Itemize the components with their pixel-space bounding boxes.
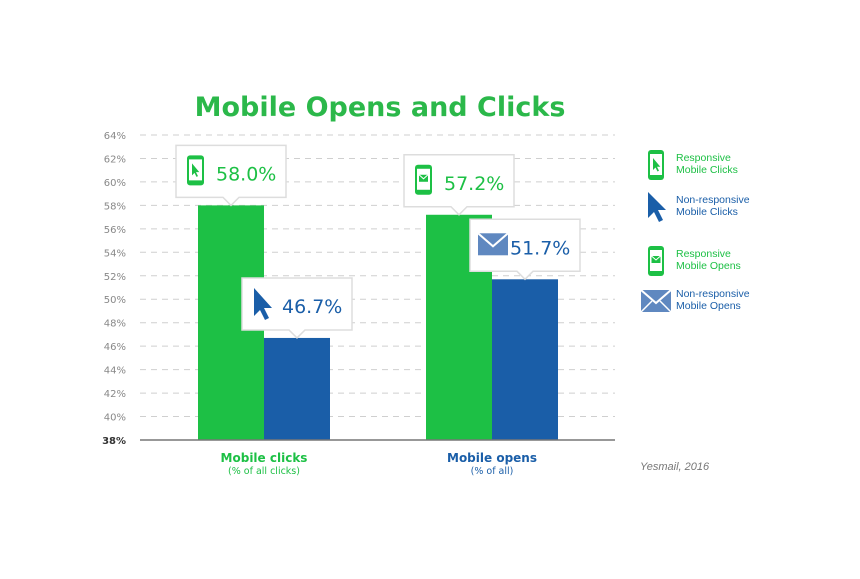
legend-label: Non-responsive Mobile Opens xyxy=(676,288,750,312)
legend-item-responsive-clicks: Responsive Mobile Clicks xyxy=(640,148,790,188)
y-tick-label: 54% xyxy=(104,248,126,259)
y-tick-label: 44% xyxy=(104,366,126,377)
category-label: Mobile clicks xyxy=(221,451,308,465)
value-callout: 51.7% xyxy=(469,218,581,281)
envelope-icon xyxy=(477,232,509,256)
phone-envelope-icon xyxy=(648,246,664,276)
legend-label: Responsive Mobile Opens xyxy=(676,248,741,272)
y-tick-label: 46% xyxy=(104,342,126,353)
phone-envelope-icon xyxy=(415,164,432,195)
value-callout: 46.7% xyxy=(241,277,353,340)
icon-shape xyxy=(254,287,272,320)
phone-cursor-icon xyxy=(187,155,204,186)
y-tick-label: 42% xyxy=(104,389,126,400)
phone-cursor-icon xyxy=(648,150,664,180)
callout-box xyxy=(241,277,353,340)
value-label: 58.0% xyxy=(216,163,276,185)
y-tick-label: 48% xyxy=(104,319,126,330)
y-tick-label: 56% xyxy=(104,225,126,236)
y-tick-label: 50% xyxy=(104,295,126,306)
value-callout: 57.2% xyxy=(403,154,515,216)
category-sublabel: (% of all clicks) xyxy=(228,466,300,477)
source-note: Yesmail, 2016 xyxy=(640,461,710,473)
icon-flap xyxy=(418,174,429,180)
y-tick-label: 60% xyxy=(104,178,126,189)
y-tick-label: 38% xyxy=(102,436,126,447)
envelope-icon xyxy=(640,289,672,313)
y-tick-label: 62% xyxy=(104,154,126,165)
legend-item-responsive-opens: Responsive Mobile Opens xyxy=(640,244,790,284)
y-tick-label: 40% xyxy=(104,413,126,424)
legend-label: Non-responsive Mobile Clicks xyxy=(676,194,750,218)
bar xyxy=(492,279,558,440)
y-tick-label: 58% xyxy=(104,201,126,212)
chart-title: Mobile Opens and Clicks xyxy=(194,92,566,123)
cursor-icon xyxy=(254,287,272,320)
legend-item-nonresponsive-opens: Non-responsive Mobile Opens xyxy=(640,284,790,324)
bar xyxy=(264,337,330,440)
legend-label: Responsive Mobile Clicks xyxy=(676,152,738,176)
category-label: Mobile opens xyxy=(447,451,537,465)
y-tick-label: 64% xyxy=(104,131,126,142)
category-sublabel: (% of all) xyxy=(471,466,514,477)
cursor-icon xyxy=(648,192,666,222)
legend-item-nonresponsive-clicks: Non-responsive Mobile Clicks xyxy=(640,190,790,230)
icon-cursor xyxy=(192,163,200,177)
y-tick-label: 52% xyxy=(104,272,126,283)
icon-flap xyxy=(477,232,509,248)
value-label: 57.2% xyxy=(444,173,504,195)
value-label: 51.7% xyxy=(510,237,570,259)
value-callouts: 58.0% 46.7% 57.2% 51.7% xyxy=(175,144,581,340)
y-axis-ticks: 38% 40% 42% 44% 46% 48% 50% 52% 54% 56% 58% 60% 62% 6… xyxy=(102,131,126,447)
category-labels: Mobile clicks(% of all clicks) Mobile ope… xyxy=(221,451,537,477)
value-label: 46.7% xyxy=(282,296,342,318)
value-callout: 58.0% xyxy=(175,144,287,207)
